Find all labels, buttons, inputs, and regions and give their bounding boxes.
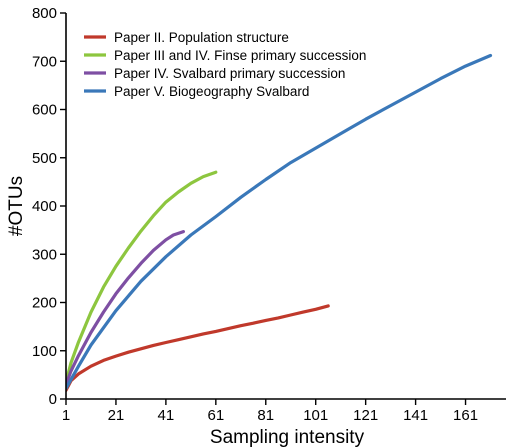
legend-label: Paper III and IV. Finse primary successi…	[114, 48, 366, 63]
y-axis-title: #OTUs	[6, 176, 27, 236]
x-tick-label: 1	[62, 407, 70, 424]
x-tick-label: 161	[453, 407, 478, 424]
y-tick-label: 400	[32, 198, 57, 215]
y-tick-label: 600	[32, 102, 57, 119]
series-line-4	[66, 53, 493, 390]
y-tick-label: 0	[49, 391, 57, 408]
series-line-2	[66, 170, 218, 384]
y-tick-label: 300	[32, 246, 57, 263]
x-tick-label: 141	[403, 407, 428, 424]
y-tick-label: 200	[32, 295, 57, 312]
x-tick-label: 101	[303, 407, 328, 424]
x-tick-label: 41	[158, 407, 175, 424]
x-axis-title: Sampling intensity	[210, 427, 365, 448]
legend-label: Paper II. Population structure	[114, 30, 289, 45]
y-tick-label: 500	[32, 150, 57, 167]
series-line-1	[66, 304, 330, 392]
y-tick-label: 700	[32, 53, 57, 70]
x-tick-label: 61	[207, 407, 224, 424]
x-tick-label: 21	[108, 407, 125, 424]
legend-label: Paper IV. Svalbard primary succession	[114, 66, 345, 81]
y-tick-label: 100	[32, 343, 57, 360]
y-tick-label: 800	[32, 5, 57, 22]
series-line-3	[66, 230, 185, 387]
x-tick-label: 121	[353, 407, 378, 424]
legend-label: Paper V. Biogeography Svalbard	[114, 84, 309, 99]
x-tick-label: 81	[257, 407, 274, 424]
